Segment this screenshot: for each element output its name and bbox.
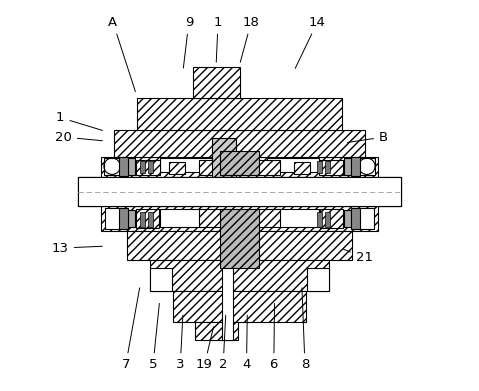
- Text: 1: 1: [56, 111, 103, 131]
- Bar: [199, 160, 280, 175]
- Bar: [354, 158, 375, 175]
- Bar: [136, 209, 159, 228]
- Bar: [119, 157, 128, 176]
- Text: 3: 3: [176, 315, 184, 371]
- Bar: [170, 162, 185, 174]
- Bar: [320, 209, 343, 228]
- Bar: [267, 158, 319, 172]
- Text: 5: 5: [149, 303, 160, 371]
- Bar: [351, 157, 360, 176]
- Text: 8: 8: [301, 288, 309, 371]
- Text: 21: 21: [343, 249, 373, 264]
- Bar: [173, 291, 306, 322]
- Bar: [193, 67, 240, 98]
- Text: 2: 2: [219, 315, 228, 371]
- Bar: [114, 130, 365, 156]
- Bar: [220, 209, 259, 267]
- Bar: [148, 212, 153, 227]
- Bar: [378, 177, 401, 206]
- Bar: [140, 212, 145, 227]
- Bar: [160, 158, 212, 172]
- Text: 6: 6: [270, 303, 278, 371]
- Bar: [318, 212, 322, 227]
- Text: 13: 13: [52, 242, 103, 255]
- Text: 9: 9: [183, 16, 193, 68]
- Bar: [148, 161, 153, 173]
- Bar: [101, 206, 378, 231]
- Bar: [137, 98, 342, 130]
- Text: 4: 4: [242, 315, 251, 371]
- Text: 1: 1: [214, 16, 222, 62]
- Text: 18: 18: [240, 16, 260, 62]
- Bar: [294, 162, 309, 174]
- Bar: [343, 158, 351, 175]
- Bar: [194, 322, 238, 340]
- Text: 14: 14: [295, 16, 326, 68]
- Bar: [351, 208, 360, 229]
- Bar: [220, 151, 259, 175]
- Text: 20: 20: [55, 131, 103, 143]
- Bar: [353, 208, 374, 230]
- Bar: [222, 242, 233, 340]
- Bar: [199, 209, 280, 228]
- Text: A: A: [108, 16, 136, 91]
- Bar: [307, 268, 329, 291]
- Bar: [319, 160, 343, 175]
- Bar: [78, 177, 401, 206]
- Bar: [325, 212, 330, 227]
- Bar: [101, 156, 378, 177]
- Bar: [128, 158, 136, 175]
- Bar: [318, 161, 322, 173]
- Bar: [325, 161, 330, 173]
- Bar: [150, 260, 329, 291]
- Bar: [78, 177, 101, 206]
- Bar: [212, 138, 236, 177]
- Bar: [78, 177, 401, 206]
- Text: 19: 19: [196, 327, 214, 371]
- Bar: [128, 210, 136, 228]
- Bar: [343, 210, 351, 228]
- Bar: [126, 231, 353, 260]
- Bar: [105, 208, 126, 230]
- Bar: [104, 158, 125, 175]
- Bar: [136, 160, 160, 175]
- Bar: [119, 208, 128, 229]
- Bar: [160, 209, 203, 227]
- Bar: [276, 209, 319, 227]
- Bar: [140, 161, 145, 173]
- Text: B: B: [347, 131, 388, 143]
- Text: 7: 7: [122, 288, 140, 371]
- Bar: [150, 268, 172, 291]
